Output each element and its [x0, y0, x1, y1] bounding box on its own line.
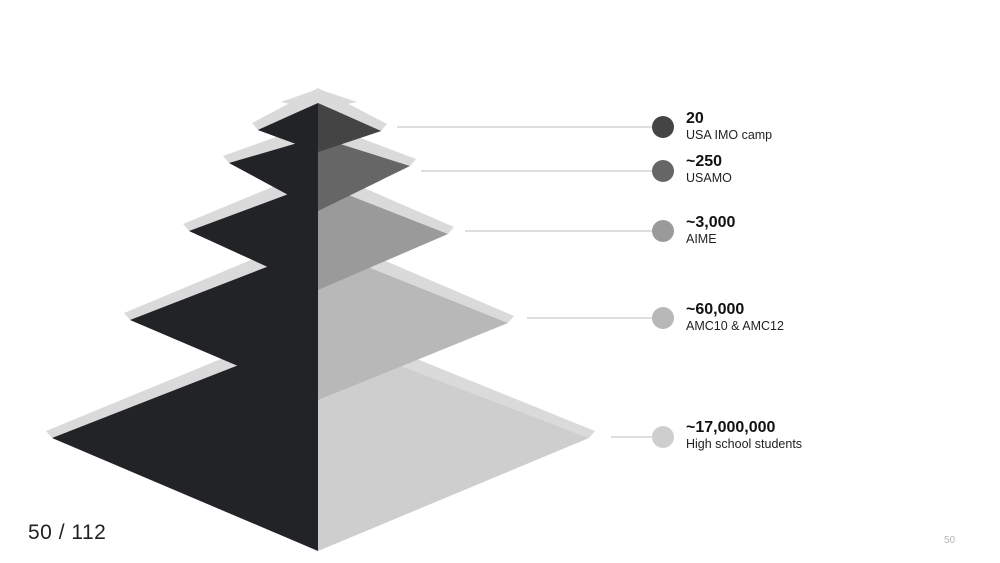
tier-left-face-aime	[189, 183, 318, 290]
tier-name: USAMO	[686, 171, 732, 185]
tier-left-face-imo-camp-top	[258, 103, 318, 152]
tier-left-face-usamo	[229, 137, 318, 211]
legend-dot-usamo	[652, 160, 674, 182]
tier-count: ~250	[686, 153, 723, 170]
tier-count: 20	[686, 110, 704, 127]
tier-count: ~3,000	[686, 214, 736, 231]
tier-count: ~17,000,000	[686, 419, 776, 436]
tier-right-face-aime	[318, 183, 448, 290]
legend-dot-high-school	[652, 426, 674, 448]
page-counter: 50 / 112	[28, 521, 107, 544]
tier-label-usamo: ~250 USAMO	[686, 153, 732, 186]
tier-right-face-amc	[318, 247, 508, 400]
tier-right-face-high-school	[318, 334, 589, 551]
slide-number: 50	[944, 535, 956, 546]
tier-right-face-imo-camp-top	[318, 103, 381, 152]
legend-dot-imo-camp	[652, 116, 674, 138]
tier-label-amc: ~60,000 AMC10 & AMC12	[686, 301, 784, 334]
tier-name: AMC10 & AMC12	[686, 319, 784, 333]
pyramid-apex-cap	[281, 89, 357, 110]
legend-dot-amc	[652, 307, 674, 329]
tier-name: USA IMO camp	[686, 128, 773, 142]
tier-label-aime: ~3,000 AIME	[686, 214, 735, 247]
legend-dot-aime	[652, 220, 674, 242]
tier-left-face-amc	[130, 247, 318, 400]
tier-count: ~60,000	[686, 301, 745, 318]
tier-name: High school students	[686, 437, 803, 451]
tier-right-face-usamo	[318, 137, 410, 211]
tier-name: AIME	[686, 232, 717, 246]
tier-left-face-high-school	[52, 334, 318, 551]
tier-label-imo-camp: 20 USA IMO camp	[686, 110, 772, 143]
tier-label-high-school: ~17,000,000 High school students	[686, 419, 802, 452]
